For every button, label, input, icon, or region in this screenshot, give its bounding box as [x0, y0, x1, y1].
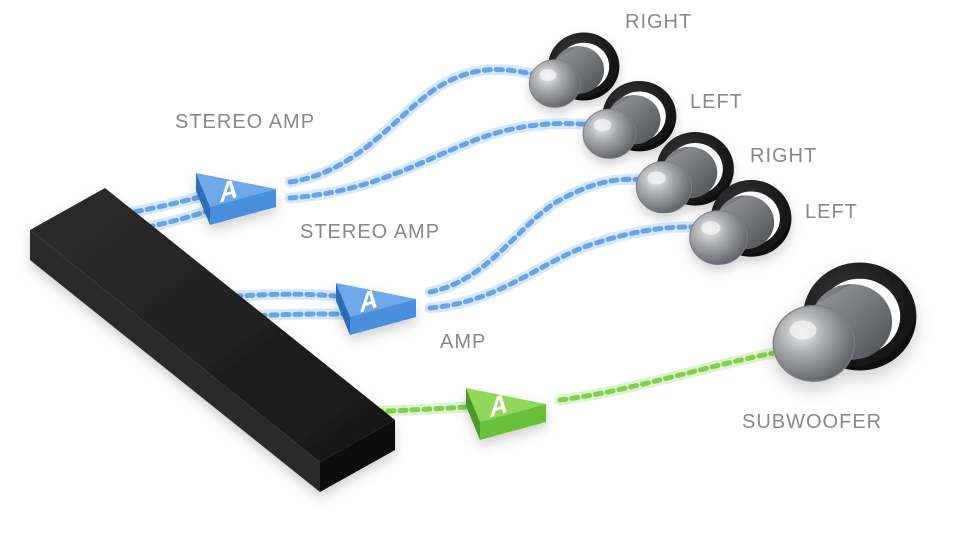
- amp3: A: [466, 388, 546, 440]
- spk_r1: [529, 33, 619, 108]
- speaker-face: [773, 306, 854, 382]
- label-spk_r2: RIGHT: [750, 145, 817, 167]
- speaker-face: [529, 60, 580, 108]
- audio-routing-diagram: A A A STEREO AMP STEREO AMP AMP RIGHT LEFT RIGH…: [0, 0, 975, 533]
- speaker-face: [636, 161, 691, 213]
- label-amp1: STEREO AMP: [175, 111, 315, 133]
- speaker-face: [583, 109, 636, 158]
- speaker-highlight: [540, 69, 557, 81]
- speaker-highlight: [647, 172, 665, 185]
- speaker-face: [690, 211, 748, 265]
- speaker-highlight: [701, 221, 720, 234]
- speakers: [529, 33, 916, 382]
- amp2: A: [336, 283, 416, 335]
- label-spk_l2: LEFT: [805, 201, 858, 223]
- cable-glow: [430, 227, 705, 308]
- label-spk_l1: LEFT: [690, 91, 743, 113]
- sub: [773, 263, 916, 382]
- label-spk_r1: RIGHT: [625, 11, 692, 33]
- speaker-highlight: [594, 119, 612, 131]
- label-sub: SUBWOOFER: [742, 411, 882, 433]
- label-amp2: STEREO AMP: [300, 221, 440, 243]
- speaker-highlight: [790, 321, 817, 340]
- amp1: A: [196, 173, 276, 225]
- label-amp3: AMP: [440, 331, 486, 353]
